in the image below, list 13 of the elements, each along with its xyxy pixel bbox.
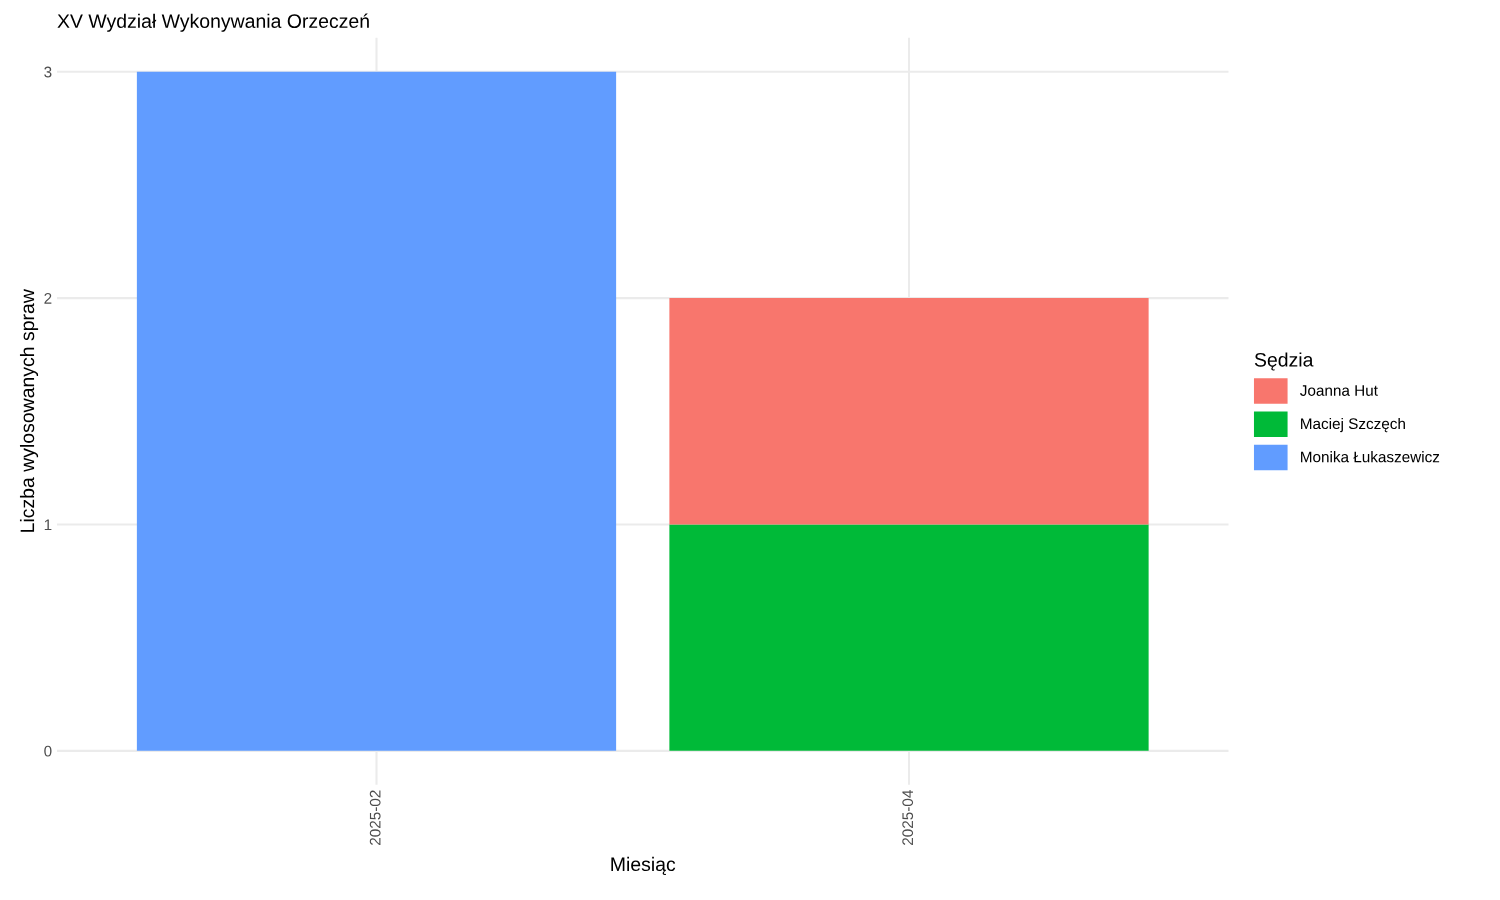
y-tick-label: 1 [44, 519, 52, 531]
y-tick-label: 3 [44, 66, 52, 78]
x-axis-title: Miesiąc [611, 856, 676, 875]
legend-label: Joanna Hut [1300, 385, 1378, 396]
chart-title: XV Wydział Wykonywania Orzeczeń [57, 13, 369, 32]
y-axis-title: Liczba wylosowanych spraw [19, 289, 39, 532]
legend-label: Monika Łukaszewicz [1301, 451, 1440, 463]
legend-title: Sędzia [1254, 352, 1314, 371]
x-tick-label: 2025-04 [902, 790, 914, 845]
legend-label: Maciej Szczęch [1301, 417, 1405, 433]
y-tick-label: 2 [44, 292, 52, 304]
y-tick-label: 0 [44, 745, 52, 757]
x-tick-label: 2025-02 [369, 790, 381, 845]
